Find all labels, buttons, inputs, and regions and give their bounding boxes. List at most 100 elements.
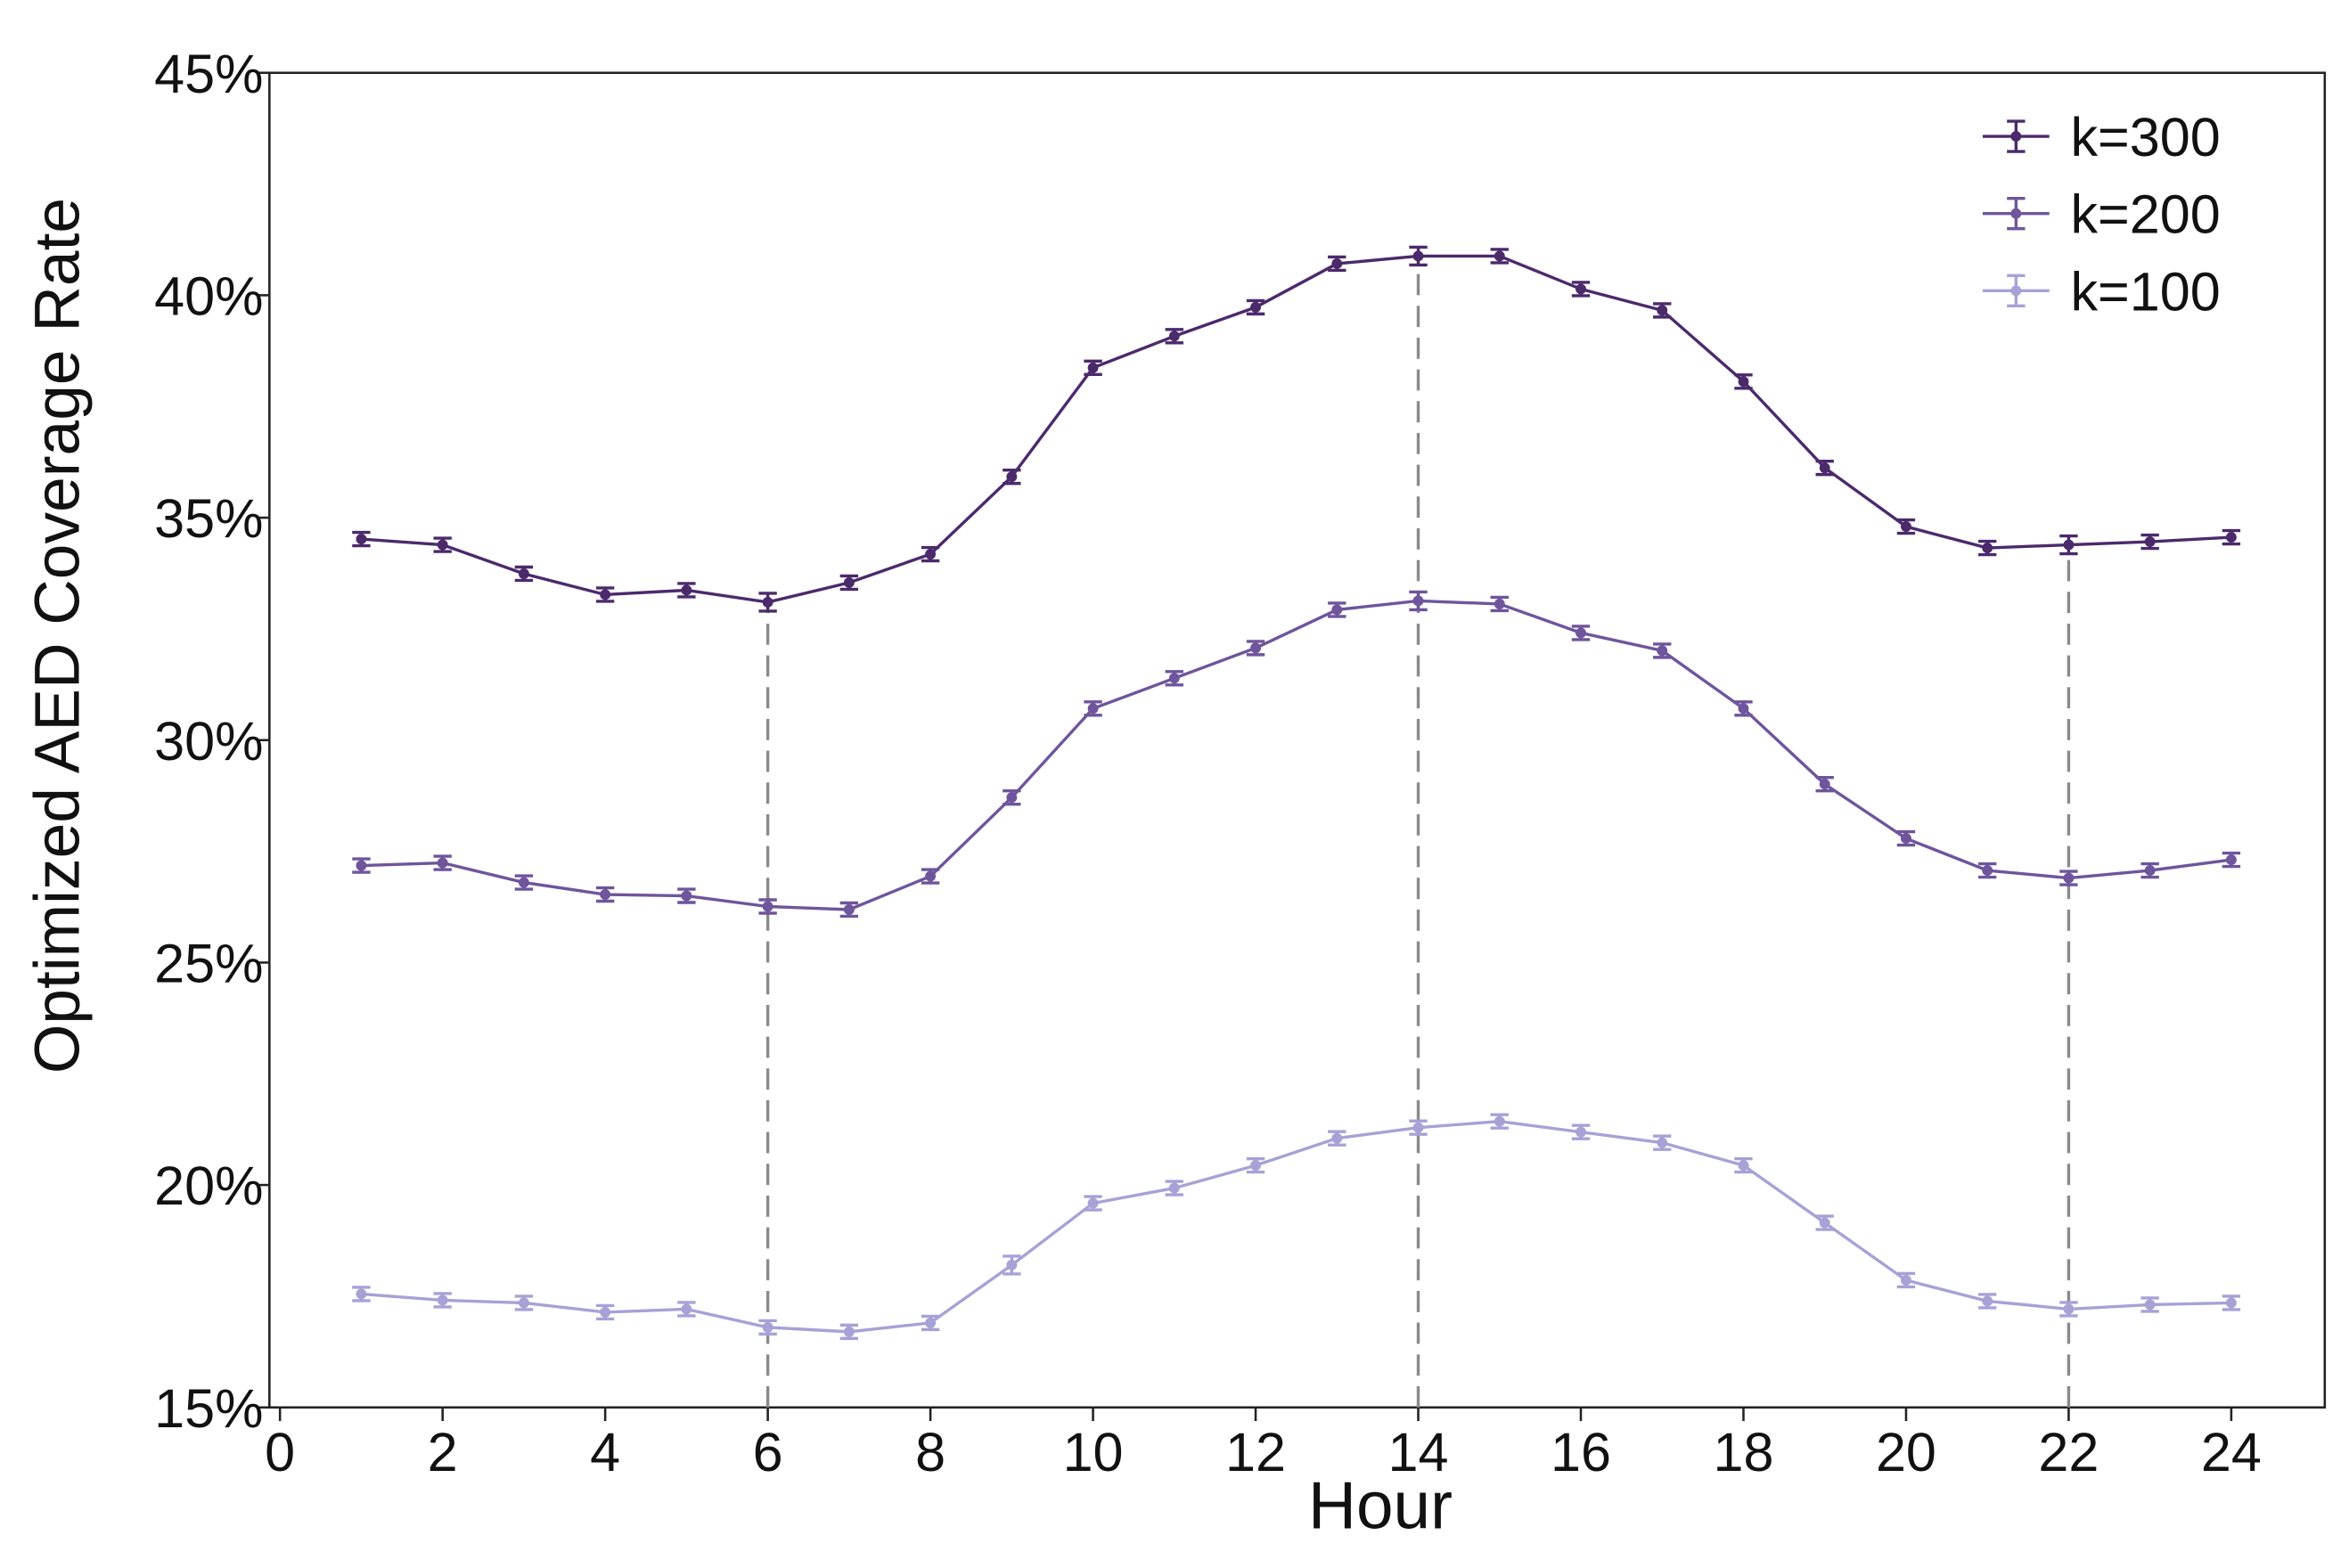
x-tick-label: 18 <box>1713 1422 1773 1482</box>
x-tick-label: 0 <box>265 1422 295 1482</box>
data-point <box>1250 1160 1261 1172</box>
data-point <box>1819 462 1830 474</box>
data-point <box>762 901 773 912</box>
legend-marker <box>2010 208 2022 219</box>
data-point <box>681 890 692 902</box>
data-point <box>1494 599 1505 609</box>
data-point <box>600 889 611 900</box>
x-tick-label: 2 <box>428 1422 458 1482</box>
data-point <box>2225 1297 2237 1309</box>
data-point <box>1901 1275 1911 1286</box>
series-line <box>361 1119 2231 1334</box>
data-point <box>1576 1126 1586 1138</box>
y-axis-label: Optimized AED Coverage Rate <box>21 198 93 1074</box>
data-point <box>1087 362 1099 373</box>
data-point <box>1576 627 1586 639</box>
data-point <box>925 1317 937 1328</box>
data-point <box>2144 1299 2156 1311</box>
series-line <box>361 599 2232 911</box>
data-point <box>356 1288 367 1300</box>
data-point <box>1168 1182 1180 1194</box>
y-tick-label: 45% <box>154 44 263 104</box>
x-tick-label: 8 <box>915 1422 945 1482</box>
data-point <box>2144 536 2156 547</box>
data-point <box>437 1294 448 1306</box>
data-point <box>925 549 937 559</box>
legend-label: k=300 <box>2070 107 2220 167</box>
x-tick-label: 14 <box>1388 1422 1449 1482</box>
data-point <box>1738 376 1749 388</box>
data-point <box>518 877 529 888</box>
data-point <box>1412 250 1424 262</box>
legend-marker <box>2010 285 2022 297</box>
data-point <box>1738 703 1749 715</box>
data-point <box>1982 1295 1993 1307</box>
data-point <box>1250 642 1261 654</box>
data-point <box>600 589 611 600</box>
data-point <box>1412 595 1424 607</box>
data-point <box>1657 645 1668 657</box>
legend-label: k=100 <box>2070 261 2220 322</box>
x-tick-label: 16 <box>1551 1422 1611 1482</box>
y-tick-label: 35% <box>154 488 263 549</box>
data-point <box>437 857 448 869</box>
data-point <box>2063 872 2075 884</box>
data-point <box>1168 673 1180 684</box>
data-point <box>2225 854 2237 866</box>
y-tick-label: 25% <box>154 933 263 993</box>
data-point <box>1738 1160 1749 1172</box>
data-point <box>1982 865 1993 876</box>
data-point <box>1901 521 1911 533</box>
x-tick-label: 10 <box>1063 1422 1124 1482</box>
x-tick-label: 20 <box>1876 1422 1936 1482</box>
legend-marker <box>2010 131 2022 143</box>
data-point <box>762 1321 773 1333</box>
data-point <box>356 860 367 871</box>
data-point <box>1250 301 1261 313</box>
data-point <box>1576 283 1586 295</box>
y-tick-label: 40% <box>154 265 263 326</box>
legend-label: k=200 <box>2070 184 2220 245</box>
data-point <box>1494 250 1505 262</box>
data-point <box>1006 471 1018 483</box>
data-point <box>356 534 367 544</box>
data-point <box>437 539 448 551</box>
x-tick-label: 12 <box>1225 1422 1286 1482</box>
data-point <box>1331 1132 1343 1144</box>
data-point <box>681 584 692 596</box>
data-point <box>1087 703 1099 715</box>
x-tick-label: 6 <box>753 1422 783 1482</box>
data-point <box>2063 539 2075 551</box>
data-point <box>518 1297 529 1309</box>
y-tick-label: 15% <box>154 1378 263 1439</box>
data-point <box>843 577 855 588</box>
data-point <box>1494 1115 1505 1127</box>
data-point <box>1657 305 1668 316</box>
data-point <box>2063 1303 2075 1315</box>
y-tick-label: 30% <box>154 711 263 772</box>
data-point <box>925 870 937 882</box>
data-point <box>843 1326 855 1337</box>
plot-frame <box>268 71 2327 1409</box>
series-line <box>361 254 2231 604</box>
data-point <box>1901 833 1911 845</box>
data-point <box>1412 1122 1424 1133</box>
data-point <box>518 568 529 579</box>
data-point <box>1819 1217 1830 1229</box>
data-point <box>762 597 773 608</box>
x-axis-label: Hour <box>1308 1468 1453 1543</box>
data-point <box>843 904 855 915</box>
data-point <box>600 1306 611 1318</box>
data-point <box>1168 331 1180 342</box>
data-point <box>1331 604 1343 616</box>
data-point <box>1006 1260 1018 1270</box>
data-point <box>1087 1197 1099 1209</box>
data-point <box>1006 792 1018 804</box>
y-tick-label: 20% <box>154 1156 263 1216</box>
data-point <box>2225 532 2237 543</box>
data-point <box>1819 779 1830 790</box>
data-point <box>1331 258 1343 269</box>
x-tick-label: 24 <box>2201 1422 2262 1482</box>
